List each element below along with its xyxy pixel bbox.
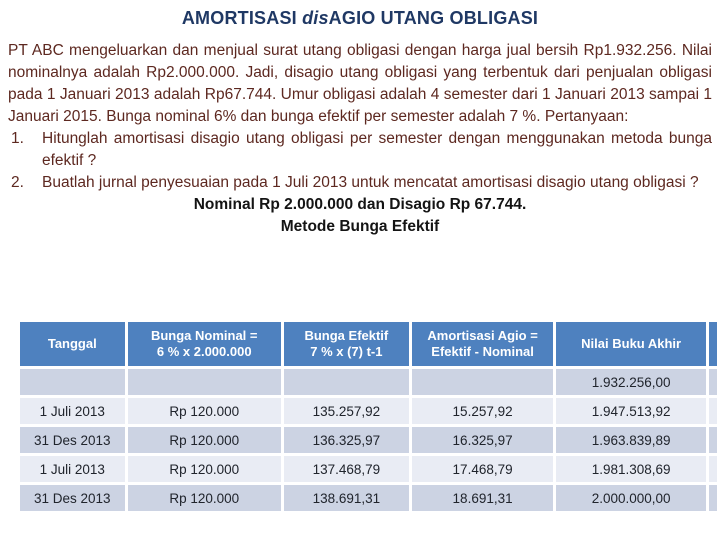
body-text-block: PT ABC mengeluarkan dan menjual surat ut…	[8, 40, 712, 238]
header-line: Bunga Nominal =	[150, 328, 258, 343]
subtitle-metode: Metode Bunga Efektif	[280, 218, 440, 235]
table-row: 31 Des 2013 Rp 120.000 136.325,97 16.325…	[20, 427, 717, 453]
cell-amortisasi: 18.691,31	[411, 485, 554, 511]
cell-bunga-nominal: Rp 120.000	[127, 398, 281, 424]
header-bunga-nominal: Bunga Nominal = 6 % x 2.000.000	[127, 322, 281, 366]
cell-nilai-buku: 1.947.513,92	[556, 398, 706, 424]
header-line: Tanggal	[47, 336, 97, 351]
header-line: Bunga Efektif	[304, 328, 389, 343]
question-item-1: 1. Hitunglah amortisasi disagio utang ob…	[8, 128, 712, 172]
page-title: AMORTISASI disAGIO UTANG OBLIGASI	[0, 0, 720, 29]
cell-cutoff	[708, 456, 717, 482]
cell-amortisasi: 16.325,97	[411, 427, 554, 453]
cell-bunga-nominal	[127, 369, 281, 395]
cell-tanggal: 1 Juli 2013	[20, 398, 125, 424]
header-amortisasi-agio: Amortisasi Agio = Efektif - Nominal	[411, 322, 554, 366]
question-text: Hitunglah amortisasi disagio utang oblig…	[42, 130, 712, 169]
question-number: 1.	[11, 130, 24, 147]
header-line: 7 % x (7) t-1	[310, 344, 383, 359]
cell-nilai-buku: 2.000.000,00	[556, 485, 706, 511]
cell-bunga-efektif: 135.257,92	[283, 398, 409, 424]
cell-amortisasi	[411, 369, 554, 395]
header-line: Nilai Buku Akhir	[581, 336, 682, 351]
cell-cutoff	[708, 485, 717, 511]
cell-cutoff	[708, 369, 717, 395]
question-item-2: 2. Buatlah jurnal penyesuaian pada 1 Jul…	[8, 172, 712, 194]
cell-bunga-efektif	[283, 369, 409, 395]
cell-bunga-nominal: Rp 120.000	[127, 427, 281, 453]
intro-paragraph: PT ABC mengeluarkan dan menjual surat ut…	[8, 42, 712, 125]
cell-tanggal: 31 Des 2013	[20, 427, 125, 453]
header-line: 6 % x 2.000.000	[156, 344, 252, 359]
header-line: Amortisasi Agio =	[427, 328, 538, 343]
cell-cutoff	[708, 427, 717, 453]
header-bunga-efektif: Bunga Efektif 7 % x (7) t-1	[283, 322, 409, 366]
table-header-row: Tanggal Bunga Nominal = 6 % x 2.000.000 B…	[20, 322, 717, 366]
table-row: 1 Juli 2013 Rp 120.000 135.257,92 15.257…	[20, 398, 717, 424]
cell-bunga-efektif: 137.468,79	[283, 456, 409, 482]
cell-tanggal	[20, 369, 125, 395]
cell-bunga-efektif: 138.691,31	[283, 485, 409, 511]
cell-nilai-buku: 1.981.308,69	[556, 456, 706, 482]
title-part-3: AGIO UTANG OBLIGASI	[328, 8, 539, 28]
cell-tanggal: 31 Des 2013	[20, 485, 125, 511]
amortization-table: Tanggal Bunga Nominal = 6 % x 2.000.000 B…	[17, 319, 720, 514]
cell-amortisasi: 17.468,79	[411, 456, 554, 482]
title-part-italic: dis	[302, 8, 329, 28]
header-nilai-buku-akhir: Nilai Buku Akhir	[556, 322, 706, 366]
table-row: 31 Des 2013 Rp 120.000 138.691,31 18.691…	[20, 485, 717, 511]
cell-amortisasi: 15.257,92	[411, 398, 554, 424]
title-part-1: AMORTISASI	[181, 8, 303, 28]
question-text: Buatlah jurnal penyesuaian pada 1 Juli 2…	[42, 174, 699, 191]
cell-tanggal: 1 Juli 2013	[20, 456, 125, 482]
cell-cutoff	[708, 398, 717, 424]
question-number: 2.	[11, 174, 24, 191]
header-line: Efektif - Nominal	[431, 344, 534, 359]
subtitle-nominal-disagio: Nominal Rp 2.000.000 dan Disagio Rp 67.7…	[193, 196, 527, 213]
cell-nilai-buku: 1.963.839,89	[556, 427, 706, 453]
cell-bunga-nominal: Rp 120.000	[127, 485, 281, 511]
header-cutoff-column	[708, 322, 717, 366]
cell-nilai-buku: 1.932.256,00	[556, 369, 706, 395]
cell-bunga-efektif: 136.325,97	[283, 427, 409, 453]
header-tanggal: Tanggal	[20, 322, 125, 366]
table-row: 1.932.256,00	[20, 369, 717, 395]
table-row: 1 Juli 2013 Rp 120.000 137.468,79 17.468…	[20, 456, 717, 482]
cell-bunga-nominal: Rp 120.000	[127, 456, 281, 482]
